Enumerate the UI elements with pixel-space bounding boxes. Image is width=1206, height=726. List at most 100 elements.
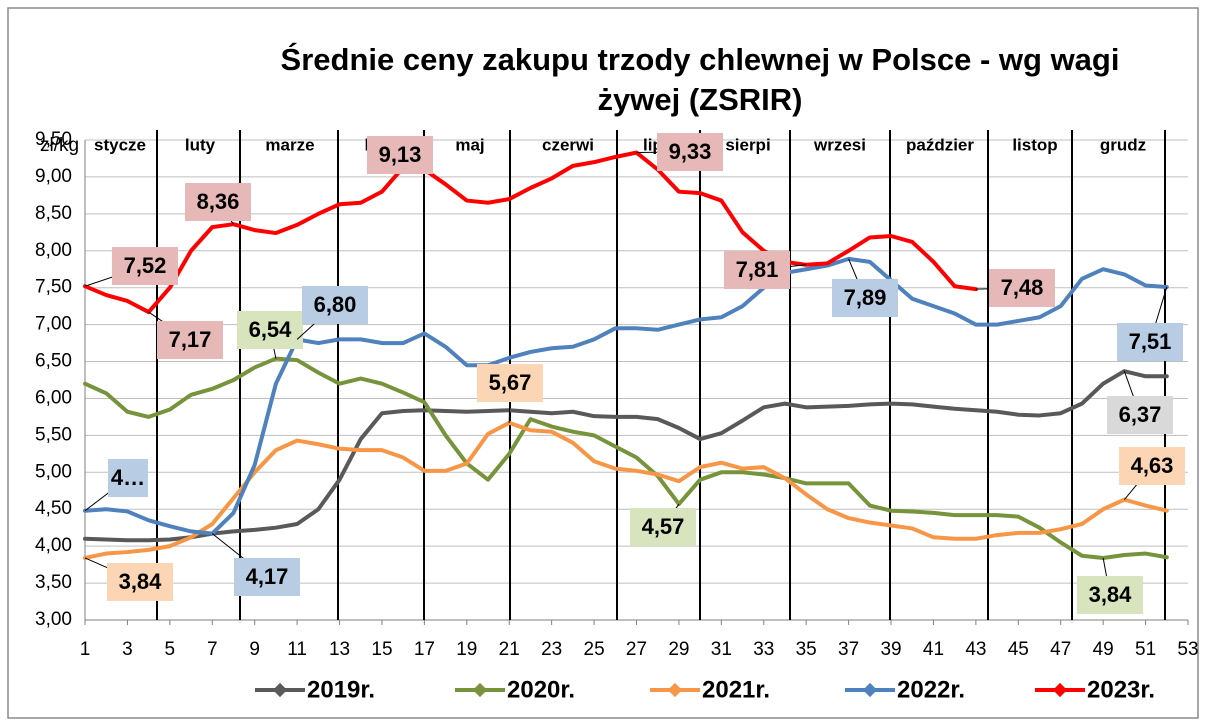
legend-marker — [472, 682, 488, 698]
month-label: paździer — [906, 135, 974, 154]
data-label: 6,54 — [249, 317, 293, 342]
x-tick-label: 49 — [1093, 639, 1114, 660]
x-tick-label: 25 — [584, 639, 605, 660]
month-label: listop — [1012, 135, 1057, 154]
label-box — [1107, 396, 1173, 434]
series-line — [83, 356, 1169, 560]
y-axis-label: zł/kg — [40, 135, 79, 156]
x-tick-label: 1 — [80, 639, 91, 660]
legend-marker — [1052, 682, 1068, 698]
legend-label: 2023r. — [1087, 676, 1155, 703]
data-label: 7,89 — [844, 285, 887, 310]
x-tick-label: 51 — [1135, 639, 1156, 660]
data-label: 7,17 — [169, 327, 212, 352]
data-label: 8,36 — [197, 189, 240, 214]
data-label: 9,33 — [669, 139, 712, 164]
data-label: 3,84 — [1089, 582, 1133, 607]
x-tick-label: 7 — [207, 639, 218, 660]
x-tick-label: 37 — [838, 639, 859, 660]
x-tick-label: 5 — [165, 639, 176, 660]
x-tick-label: 53 — [1177, 639, 1198, 660]
y-tick-label: 5,50 — [35, 424, 72, 445]
month-label: grudz — [1100, 135, 1146, 154]
x-tick-label: 9 — [249, 639, 260, 660]
chart-title: Średnie ceny zakupu trzody chlewnej w Po… — [280, 42, 1120, 117]
x-tick-label: 33 — [753, 639, 774, 660]
x-tick-label: 41 — [923, 639, 944, 660]
x-tick-label: 23 — [541, 639, 562, 660]
chart-frame — [7, 7, 1199, 719]
label-box — [630, 508, 696, 546]
x-tick-label: 11 — [287, 639, 307, 660]
legend-label: 2019r. — [307, 676, 375, 703]
y-tick-label: 6,50 — [35, 351, 72, 372]
x-tick-label: 21 — [499, 639, 520, 660]
x-tick-label: 43 — [965, 639, 986, 660]
y-tick-label: 5,00 — [35, 461, 72, 482]
month-label: sierpi — [725, 135, 770, 154]
data-label: 7,81 — [736, 257, 779, 282]
label-box — [237, 311, 303, 349]
x-tick-label: 47 — [1050, 639, 1071, 660]
x-tick-label: 13 — [329, 639, 350, 660]
label-box — [832, 279, 898, 317]
label-box — [112, 247, 178, 285]
month-label: wrzesi — [813, 135, 866, 154]
legend-marker — [667, 682, 683, 698]
x-tick-label: 39 — [880, 639, 901, 660]
data-label: 4,17 — [246, 564, 289, 589]
label-box — [477, 364, 543, 402]
series-line — [83, 420, 1169, 560]
x-tick-label: 15 — [371, 639, 392, 660]
data-label: 7,48 — [1001, 275, 1044, 300]
y-tick-label: 4,50 — [35, 498, 72, 519]
month-label: stycze — [94, 135, 146, 154]
data-label: 4,63 — [1131, 453, 1174, 478]
data-label: 9,13 — [379, 142, 422, 167]
label-box — [724, 251, 790, 289]
data-label: 3,84 — [119, 569, 163, 594]
y-tick-label: 8,50 — [35, 203, 72, 224]
label-box — [234, 558, 300, 596]
legend-marker — [862, 682, 878, 698]
data-label: 4,57 — [642, 514, 685, 539]
label-box — [657, 133, 723, 171]
x-tick-label: 3 — [122, 639, 133, 660]
series-line — [83, 369, 1169, 543]
x-tick-label: 31 — [711, 639, 732, 660]
data-label: 6,37 — [1119, 402, 1162, 427]
label-box — [157, 321, 223, 359]
y-tick-label: 6,00 — [35, 387, 72, 408]
data-label: 5,67 — [489, 370, 532, 395]
x-tick-label: 35 — [796, 639, 817, 660]
x-tick-label: 17 — [414, 639, 435, 660]
data-label: 7,52 — [124, 253, 167, 278]
data-label: 4… — [111, 465, 145, 490]
label-box — [989, 269, 1055, 307]
label-box — [1117, 323, 1183, 361]
y-tick-label: 8,00 — [35, 240, 72, 261]
label-box — [302, 286, 368, 324]
y-tick-label: 4,00 — [35, 535, 72, 556]
label-box — [1119, 447, 1185, 485]
data-label: 7,51 — [1129, 329, 1172, 354]
data-label: 6,80 — [314, 292, 357, 317]
label-box — [108, 459, 148, 497]
label-box — [367, 136, 433, 174]
y-tick-label: 7,50 — [35, 277, 72, 298]
x-tick-label: 27 — [626, 639, 647, 660]
label-box — [107, 563, 173, 601]
month-label: luty — [185, 135, 216, 154]
y-tick-label: 7,00 — [35, 314, 72, 335]
legend-label: 2020r. — [507, 676, 575, 703]
label-box — [1077, 576, 1143, 614]
legend-marker — [272, 682, 288, 698]
x-tick-label: 29 — [668, 639, 689, 660]
y-tick-label: 3,00 — [35, 609, 72, 630]
month-label: maj — [455, 135, 484, 154]
legend-label: 2022r. — [897, 676, 965, 703]
month-label: czerwi — [542, 135, 594, 154]
y-tick-label: 9,50 — [35, 129, 72, 150]
